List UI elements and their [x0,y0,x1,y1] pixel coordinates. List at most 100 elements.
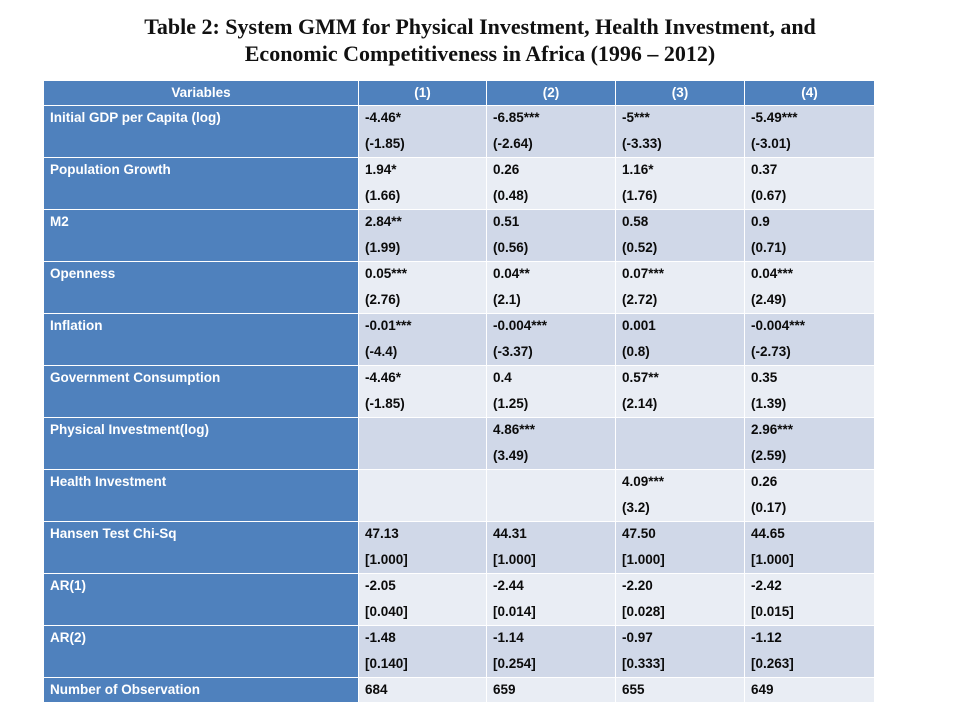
row-label: Initial GDP per Capita (log) [43,105,359,158]
coefficient: 44.65 [751,526,785,541]
table-row: M2 2.84** (1.99) 0.51 (0.56) 0.58 (0.52) 0.9 (0.… [43,209,875,262]
test-statistic: (-3.33) [622,136,662,151]
coefficient: 0.58 [622,214,649,229]
coefficient: 4.09*** [622,474,665,489]
estimate-cell: 1.16* (1.76) [615,157,745,210]
header-col-1: (1) [358,80,487,106]
estimate-cell: -1.14 [0.254] [486,625,616,678]
coefficient: -6.85*** [493,110,540,125]
coefficient [365,471,486,496]
title-line-1: Table 2: System GMM for Physical Investm… [144,14,816,39]
coefficient: 2.84** [365,214,402,229]
estimate-cell: 0.04*** (2.49) [744,261,875,314]
coefficient: 2.96*** [751,422,794,437]
test-statistic: (0.56) [493,240,529,255]
table-row: AR(1) -2.05 [0.040] -2.44 [0.014] -2.20 [0.028… [43,573,875,626]
test-statistic: (0.17) [751,500,787,515]
header-col-2: (2) [486,80,616,106]
estimate-cell: -0.01*** (-4.4) [358,313,487,366]
test-statistic: (-1.85) [365,136,405,151]
coefficient: 0.07*** [622,266,665,281]
estimate-cell: 0.001 (0.8) [615,313,745,366]
test-statistic [365,443,486,469]
coefficient: 47.50 [622,526,656,541]
test-statistic: [0.015] [751,604,794,619]
coefficient: -2.20 [622,578,653,593]
test-statistic: [0.333] [622,656,665,671]
estimate-cell [358,469,487,522]
coefficient: 47.13 [365,526,399,541]
row-label: Inflation [43,313,359,366]
coefficient: -2.42 [751,578,782,593]
test-statistic: [0.040] [365,604,408,619]
estimate-cell: -0.004*** (-3.37) [486,313,616,366]
estimate-cell: -1.12 [0.263] [744,625,875,678]
estimate-cell: -5.49*** (-3.01) [744,105,875,158]
coefficient [365,419,486,444]
coefficient: 44.31 [493,526,527,541]
observation-count: 655 [615,677,745,703]
coefficient: 1.16* [622,162,654,177]
test-statistic: [0.014] [493,604,536,619]
coefficient: 0.37 [751,162,778,177]
estimate-cell: 0.51 (0.56) [486,209,616,262]
test-statistic: (-2.64) [493,136,533,151]
estimate-cell: 0.05*** (2.76) [358,261,487,314]
estimate-cell: 1.94* (1.66) [358,157,487,210]
test-statistic: (1.66) [365,188,401,203]
test-statistic: (-2.73) [751,344,791,359]
row-label: Number of Observation [43,677,359,703]
row-label: Openness [43,261,359,314]
row-label: Physical Investment(log) [43,417,359,470]
estimate-cell: 0.04** (2.1) [486,261,616,314]
coefficient: 0.57** [622,370,659,385]
test-statistic: (1.25) [493,396,529,411]
coefficient: 1.94* [365,162,397,177]
coefficient: 0.04** [493,266,530,281]
table-row: Openness 0.05*** (2.76) 0.04** (2.1) 0.07*** (… [43,261,875,314]
row-label: M2 [43,209,359,262]
estimate-cell: 47.50 [1.000] [615,521,745,574]
test-statistic: (3.49) [493,448,529,463]
test-statistic: (1.99) [365,240,401,255]
estimate-cell: -2.44 [0.014] [486,573,616,626]
test-statistic: (0.71) [751,240,787,255]
title-line-2: Economic Competitiveness in Africa (1996… [244,41,716,66]
test-statistic: [0.028] [622,604,665,619]
test-statistic: [0.140] [365,656,408,671]
test-statistic: (2.14) [622,396,658,411]
row-label: Health Investment [43,469,359,522]
coefficient: -2.05 [365,578,396,593]
estimate-cell: 4.09*** (3.2) [615,469,745,522]
gmm-results-table: Variables (1) (2) (3) (4) Initial GDP pe… [43,80,875,703]
coefficient: 0.4 [493,370,512,385]
coefficient: 4.86*** [493,422,536,437]
estimate-cell: 0.07*** (2.72) [615,261,745,314]
estimate-cell: -2.20 [0.028] [615,573,745,626]
coefficient [493,471,615,496]
coefficient: 0.001 [622,318,656,333]
estimate-cell: -0.97 [0.333] [615,625,745,678]
test-statistic: (2.76) [365,292,401,307]
coefficient: 0.51 [493,214,520,229]
table-row: Inflation -0.01*** (-4.4) -0.004*** (-3.37) 0… [43,313,875,366]
test-statistic: (-4.4) [365,344,398,359]
coefficient: -0.004*** [751,318,806,333]
table-row: Physical Investment(log) 4.86*** (3.49) 2.9… [43,417,875,470]
test-statistic: (-3.37) [493,344,533,359]
estimate-cell: 0.57** (2.14) [615,365,745,418]
estimate-cell: 0.26 (0.48) [486,157,616,210]
table-row: Population Growth 1.94* (1.66) 0.26 (0.48) 1.… [43,157,875,210]
estimate-cell: 0.9 (0.71) [744,209,875,262]
observations-row: Number of Observation 684 659 655 649 [43,677,875,703]
coefficient: 0.9 [751,214,770,229]
test-statistic: [1.000] [622,552,665,567]
coefficient: -5.49*** [751,110,798,125]
estimate-cell: 0.35 (1.39) [744,365,875,418]
estimate-cell: -2.42 [0.015] [744,573,875,626]
test-statistic: [1.000] [751,552,794,567]
estimate-cell: 4.86*** (3.49) [486,417,616,470]
row-label: Government Consumption [43,365,359,418]
estimate-cell: -4.46* (-1.85) [358,365,487,418]
row-label: Hansen Test Chi-Sq [43,521,359,574]
